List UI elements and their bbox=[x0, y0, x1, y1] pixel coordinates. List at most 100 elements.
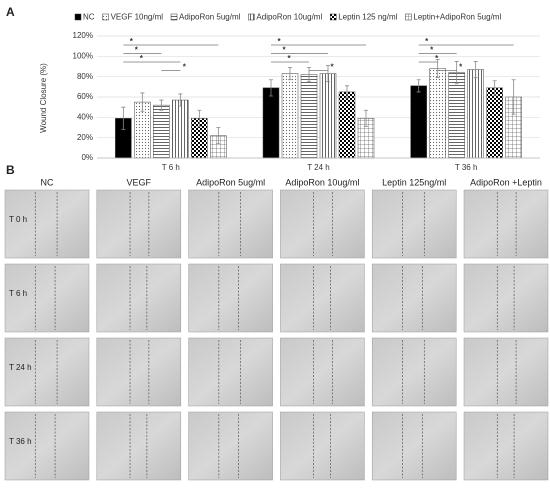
column-label: AdipoRon 10ug/ml bbox=[285, 177, 359, 187]
legend-swatch bbox=[405, 13, 412, 21]
significance-label: * bbox=[459, 63, 463, 72]
significance-label: * bbox=[425, 37, 429, 46]
legend-label: AdipoRon 5ug/ml bbox=[179, 13, 241, 22]
micrograph bbox=[4, 263, 90, 333]
legend-swatch bbox=[74, 13, 82, 21]
column-label: VEGF bbox=[127, 177, 152, 187]
micrograph bbox=[280, 189, 365, 259]
legend-swatch bbox=[248, 13, 255, 21]
micrograph bbox=[463, 189, 549, 259]
micrograph bbox=[4, 189, 90, 259]
row-label: T 6 h bbox=[9, 289, 27, 298]
significance-label: * bbox=[435, 54, 439, 63]
column-label: AdipoRon 5ug/ml bbox=[196, 177, 265, 187]
y-tick-label: 60% bbox=[77, 92, 93, 101]
error-bar bbox=[345, 85, 349, 99]
legend-swatch bbox=[329, 13, 337, 21]
micrograph bbox=[280, 411, 365, 481]
error-bar bbox=[216, 127, 221, 145]
y-tick-label: 20% bbox=[77, 133, 93, 142]
legend-label: NC bbox=[83, 13, 95, 22]
bar bbox=[172, 99, 189, 159]
y-tick-label: 40% bbox=[77, 112, 93, 121]
micrograph bbox=[96, 411, 182, 481]
error-bar bbox=[140, 92, 145, 112]
column-label: Leptin 125ng/ml bbox=[382, 177, 446, 187]
bar bbox=[281, 73, 299, 159]
y-tick-label: 80% bbox=[77, 72, 93, 81]
significance-label: * bbox=[287, 54, 291, 63]
micrograph bbox=[96, 189, 182, 259]
error-bar bbox=[364, 109, 368, 127]
bar bbox=[429, 68, 446, 159]
micrograph bbox=[280, 263, 365, 333]
bar bbox=[262, 87, 280, 159]
y-tick-label: 100% bbox=[73, 51, 93, 60]
bar bbox=[319, 73, 337, 159]
micrograph bbox=[463, 263, 549, 333]
panel-label: A bbox=[6, 5, 15, 19]
micrograph bbox=[371, 263, 457, 333]
significance-label: * bbox=[277, 37, 281, 46]
row-label: T 0 h bbox=[9, 215, 27, 224]
significance-label: * bbox=[140, 54, 144, 63]
legend-label: Leptin+AdipoRon 5ug/ml bbox=[413, 13, 501, 22]
micrograph bbox=[188, 337, 273, 407]
significance-label: * bbox=[330, 63, 334, 72]
micrograph bbox=[463, 411, 549, 481]
row-label: T 24 h bbox=[9, 363, 32, 372]
column-label: AdipoRon +Leptin bbox=[470, 177, 542, 187]
micrograph bbox=[188, 189, 273, 259]
error-bar bbox=[269, 79, 273, 97]
error-bar bbox=[492, 80, 497, 96]
bar bbox=[153, 104, 170, 159]
error-bar bbox=[178, 93, 183, 107]
micrograph bbox=[463, 337, 549, 407]
error-bar bbox=[511, 79, 516, 115]
micrograph bbox=[188, 263, 273, 333]
panel-label: B bbox=[6, 163, 15, 177]
bar bbox=[486, 87, 503, 159]
error-bar bbox=[473, 61, 478, 79]
column-label: NC bbox=[41, 177, 54, 187]
significance-label: * bbox=[130, 37, 134, 46]
y-tick-label: 120% bbox=[73, 31, 93, 40]
error-bar bbox=[416, 79, 421, 93]
bar bbox=[448, 72, 465, 159]
significance-label: * bbox=[282, 46, 286, 55]
bar bbox=[410, 85, 427, 159]
micrograph bbox=[96, 263, 182, 333]
micrograph bbox=[188, 411, 273, 481]
error-bar bbox=[307, 67, 311, 83]
error-bar bbox=[326, 65, 330, 83]
micrograph bbox=[371, 411, 457, 481]
bar bbox=[300, 74, 318, 159]
micrograph bbox=[371, 337, 457, 407]
y-axis-label: Wound Closure (%) bbox=[39, 63, 48, 133]
legend-swatch bbox=[102, 13, 109, 21]
significance-label: * bbox=[135, 46, 139, 55]
bar bbox=[467, 69, 484, 159]
error-bar bbox=[197, 109, 202, 127]
y-tick-label: 0% bbox=[81, 153, 93, 162]
legend-label: VEGF 10ng/ml bbox=[111, 13, 164, 22]
error-bar bbox=[288, 67, 292, 81]
micrograph bbox=[96, 337, 182, 407]
error-bar bbox=[435, 58, 440, 79]
bar bbox=[338, 91, 356, 159]
x-tick-label: T 36 h bbox=[455, 163, 478, 172]
micrograph bbox=[280, 337, 365, 407]
micrograph bbox=[4, 411, 90, 481]
error-bar bbox=[121, 106, 126, 130]
x-tick-label: T 24 h bbox=[307, 163, 330, 172]
significance-label: * bbox=[183, 63, 187, 72]
error-bar bbox=[454, 61, 459, 85]
micrograph bbox=[371, 189, 457, 259]
row-label: T 36 h bbox=[9, 437, 32, 446]
micrograph bbox=[4, 337, 90, 407]
error-bar bbox=[159, 99, 164, 111]
x-tick-label: T 6 h bbox=[162, 163, 180, 172]
legend-label: AdipoRon 10ug/ml bbox=[256, 13, 322, 22]
legend-label: Leptin 125 ng/ml bbox=[338, 13, 397, 22]
